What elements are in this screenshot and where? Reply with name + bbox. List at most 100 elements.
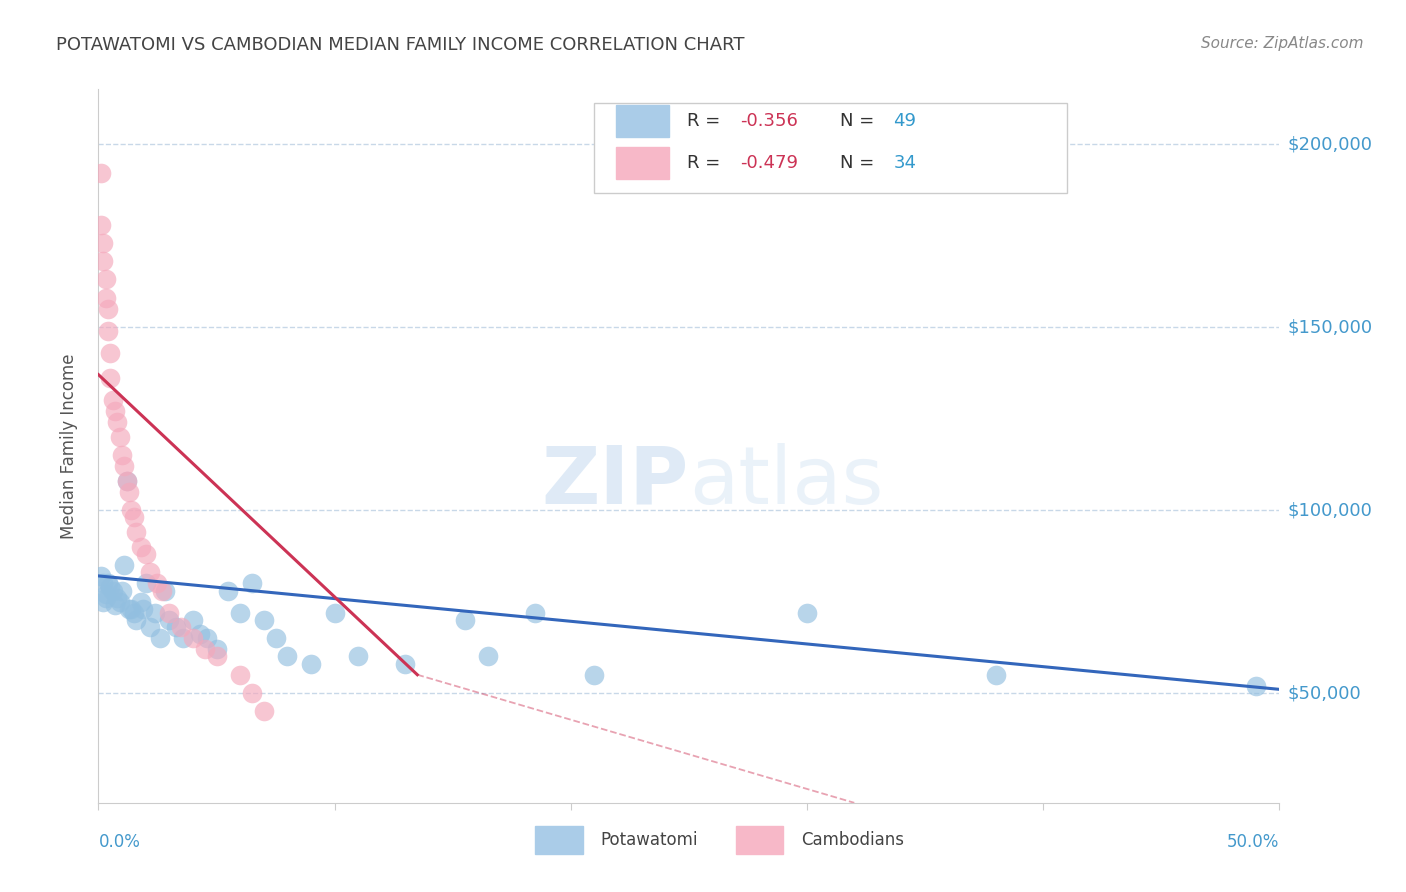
Point [453, 613, 475, 627]
FancyBboxPatch shape [737, 826, 783, 855]
Point [91, 594, 114, 608]
Text: ZIP: ZIP [541, 442, 689, 521]
Text: -0.356: -0.356 [740, 112, 797, 130]
Point [229, 606, 252, 620]
Point [94, 272, 117, 286]
Point [583, 667, 606, 681]
Text: N =: N = [841, 112, 880, 130]
Point [139, 566, 162, 580]
Point [181, 631, 204, 645]
Point [217, 583, 239, 598]
Point [796, 606, 818, 620]
Point [111, 583, 134, 598]
Point [105, 591, 128, 605]
Point [132, 602, 155, 616]
Text: atlas: atlas [689, 442, 883, 521]
Point [264, 631, 287, 645]
Text: R =: R = [686, 154, 725, 172]
Point [524, 606, 547, 620]
Point [108, 430, 131, 444]
Point [181, 613, 204, 627]
Text: 34: 34 [893, 154, 917, 172]
Point [323, 606, 346, 620]
Point [104, 598, 127, 612]
Point [98, 345, 121, 359]
Point [101, 393, 124, 408]
Point [157, 613, 180, 627]
Point [195, 631, 218, 645]
Point [91, 254, 114, 268]
Point [90, 569, 112, 583]
Point [394, 657, 416, 671]
Text: $100,000: $100,000 [1288, 501, 1372, 519]
Point [172, 631, 194, 645]
Point [253, 704, 276, 718]
Point [149, 631, 172, 645]
Text: $200,000: $200,000 [1288, 135, 1372, 153]
Point [115, 474, 138, 488]
Point [104, 404, 127, 418]
Point [135, 547, 157, 561]
Point [91, 235, 114, 250]
Point [105, 415, 128, 429]
FancyBboxPatch shape [595, 103, 1067, 193]
Text: Source: ZipAtlas.com: Source: ZipAtlas.com [1201, 36, 1364, 51]
Point [118, 602, 141, 616]
Y-axis label: Median Family Income: Median Family Income [59, 353, 77, 539]
Point [143, 606, 166, 620]
Text: R =: R = [686, 112, 725, 130]
Point [188, 627, 211, 641]
Point [165, 620, 187, 634]
Point [108, 594, 131, 608]
Point [115, 474, 138, 488]
Point [1244, 679, 1267, 693]
Point [121, 503, 143, 517]
Point [205, 642, 228, 657]
Point [97, 576, 120, 591]
Point [299, 657, 322, 671]
Point [129, 594, 152, 608]
Point [97, 324, 120, 338]
Text: $150,000: $150,000 [1288, 318, 1372, 336]
Point [90, 218, 112, 232]
Point [125, 613, 148, 627]
Point [91, 576, 114, 591]
Text: 0.0%: 0.0% [98, 833, 141, 851]
Point [122, 606, 145, 620]
Point [153, 583, 176, 598]
Point [112, 558, 135, 572]
Point [94, 591, 117, 605]
Text: Cambodians: Cambodians [801, 831, 904, 849]
Point [194, 642, 217, 657]
Text: 49: 49 [893, 112, 917, 130]
Point [157, 606, 180, 620]
Point [118, 484, 141, 499]
Point [112, 459, 135, 474]
Text: POTAWATOMI VS CAMBODIAN MEDIAN FAMILY INCOME CORRELATION CHART: POTAWATOMI VS CAMBODIAN MEDIAN FAMILY IN… [56, 36, 745, 54]
Point [111, 448, 134, 462]
Text: 50.0%: 50.0% [1227, 833, 1279, 851]
Point [135, 576, 157, 591]
Point [240, 576, 263, 591]
Text: N =: N = [841, 154, 880, 172]
Point [229, 667, 252, 681]
Point [90, 166, 112, 180]
Point [984, 667, 1007, 681]
Point [98, 580, 121, 594]
Point [477, 649, 499, 664]
Point [98, 371, 121, 385]
Point [129, 540, 152, 554]
FancyBboxPatch shape [616, 105, 669, 137]
FancyBboxPatch shape [616, 147, 669, 179]
Point [347, 649, 370, 664]
Point [205, 649, 228, 664]
Point [94, 291, 117, 305]
Point [125, 524, 148, 539]
Point [240, 686, 263, 700]
Text: -0.479: -0.479 [740, 154, 797, 172]
Point [97, 301, 120, 316]
Point [146, 576, 169, 591]
Point [139, 620, 162, 634]
Text: $50,000: $50,000 [1288, 684, 1361, 702]
Point [94, 587, 117, 601]
